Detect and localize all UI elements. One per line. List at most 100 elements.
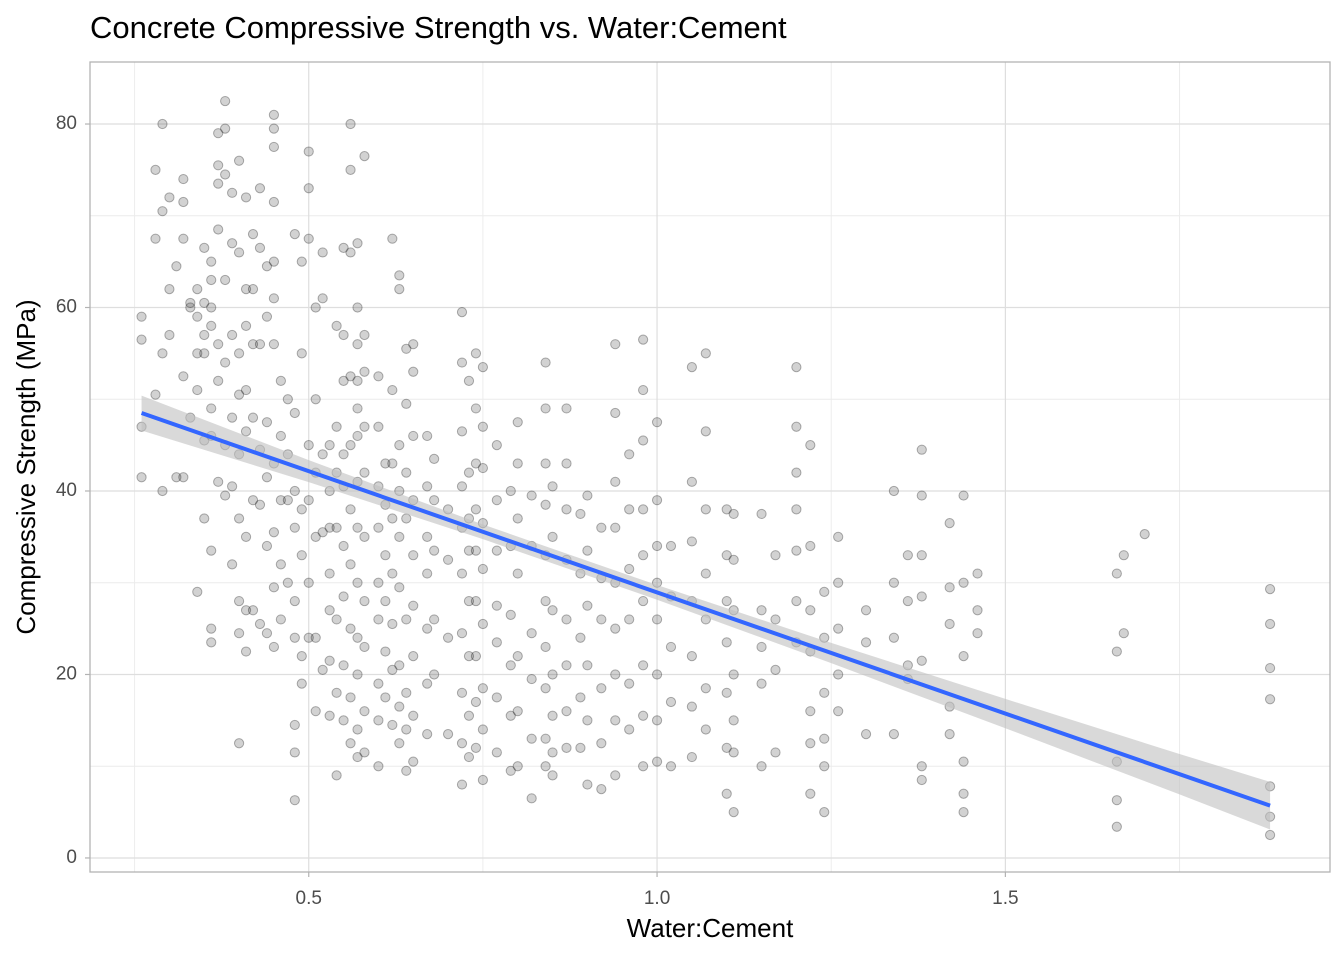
point [199, 513, 210, 524]
y-tick-label: 40 [56, 480, 77, 501]
point [512, 417, 523, 428]
point [157, 118, 168, 130]
point [526, 673, 537, 685]
point [805, 738, 816, 749]
point [456, 779, 468, 790]
point [463, 375, 475, 386]
point [686, 751, 697, 763]
point [575, 632, 586, 643]
point [247, 229, 259, 240]
point [394, 270, 405, 281]
point [456, 738, 468, 749]
point [408, 366, 419, 377]
point [638, 710, 649, 721]
point [958, 806, 969, 818]
point [338, 375, 349, 386]
point [359, 531, 370, 542]
point [1139, 529, 1150, 540]
point [728, 715, 739, 726]
point [651, 417, 663, 428]
point [638, 334, 649, 345]
point [791, 595, 802, 607]
point [401, 467, 412, 478]
point [491, 495, 502, 506]
point [624, 724, 635, 735]
point [547, 747, 558, 758]
point [303, 577, 314, 588]
point [547, 710, 558, 721]
point [150, 389, 161, 400]
point [833, 577, 844, 588]
point [456, 306, 468, 318]
point [540, 641, 551, 653]
y-axis-title: Compressive Strength (MPa) [11, 299, 41, 634]
point [359, 421, 370, 432]
y-tick-label: 60 [56, 297, 77, 318]
point [610, 407, 621, 419]
point [401, 398, 412, 409]
point [387, 458, 398, 469]
point [324, 655, 335, 666]
point [185, 302, 196, 313]
point [317, 664, 328, 675]
point [289, 522, 300, 533]
point [282, 394, 293, 405]
point [268, 141, 280, 153]
point [540, 499, 551, 510]
point [582, 600, 593, 611]
point [213, 476, 224, 487]
x-tick-label: 1.0 [644, 888, 670, 909]
point [359, 641, 370, 653]
point [373, 421, 384, 432]
point [240, 320, 252, 331]
point [728, 669, 739, 680]
point [888, 485, 900, 497]
point [254, 183, 266, 194]
point [359, 595, 370, 607]
point [268, 582, 280, 593]
point [700, 348, 711, 359]
point [561, 403, 572, 414]
point [944, 729, 955, 740]
point [470, 348, 482, 359]
point [728, 508, 739, 520]
point [136, 311, 147, 322]
point [805, 706, 816, 717]
point [540, 595, 551, 607]
point [408, 651, 419, 662]
point [721, 550, 732, 561]
point [470, 458, 482, 469]
point [310, 706, 321, 717]
point [756, 641, 767, 653]
point [624, 563, 635, 575]
point [526, 793, 537, 804]
point [261, 417, 273, 428]
point [916, 761, 927, 772]
point [610, 715, 621, 726]
point [456, 357, 468, 368]
point [596, 738, 607, 749]
point [491, 747, 502, 758]
point [700, 504, 711, 515]
point [233, 348, 245, 359]
panel-border [89, 61, 1331, 873]
x-tick-label: 0.5 [296, 888, 322, 909]
point [422, 678, 433, 689]
point [338, 449, 349, 460]
point [575, 692, 586, 703]
point [526, 733, 537, 744]
point [289, 719, 300, 731]
point [561, 706, 572, 717]
point [547, 669, 558, 680]
point [345, 247, 356, 258]
point [352, 238, 363, 249]
point [373, 761, 384, 772]
point [512, 651, 523, 662]
chart-title: Concrete Compressive Strength vs. Water:… [90, 10, 787, 45]
point [254, 242, 266, 253]
point [819, 687, 830, 698]
point [359, 151, 370, 162]
point [582, 715, 593, 726]
point [254, 499, 266, 510]
